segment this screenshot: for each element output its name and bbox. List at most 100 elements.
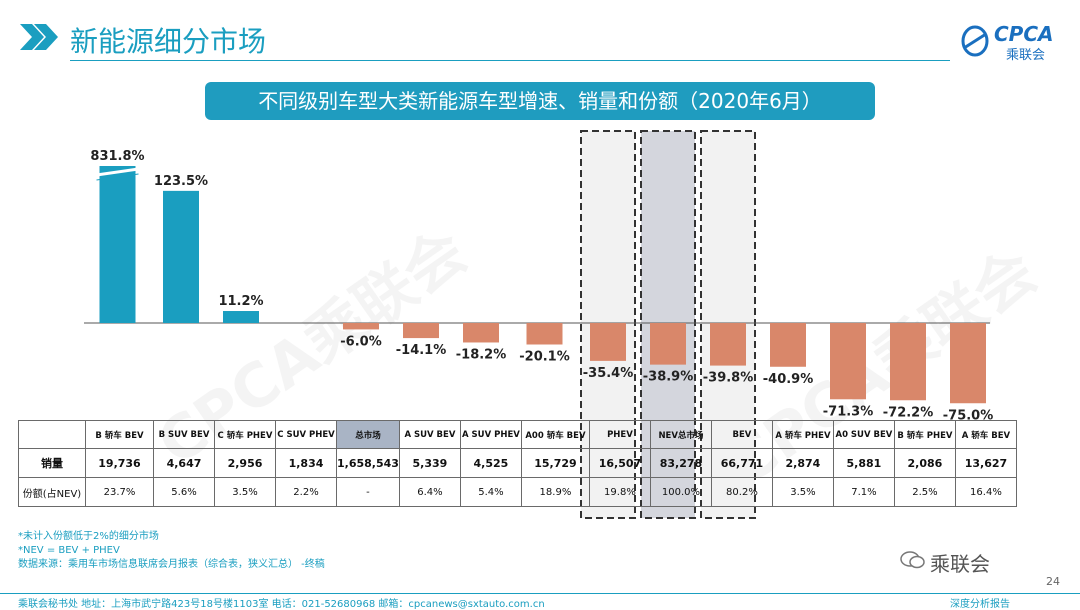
column-header: A0 SUV BEV [832,420,895,449]
data-label: 831.8% [90,149,144,164]
share-cell: - [336,477,400,507]
sales-cell: 19,736 [85,448,154,478]
logo-chinese: 乘联会 [1006,48,1046,63]
bar [590,323,626,361]
column-header: C 轿车 PHEV [214,420,276,449]
table-header-row: B 轿车 BEV B SUV BEV C 轿车 PHEV C SUV PHEV 总市场 A… [18,420,1017,449]
column-header: 总市场 [336,420,400,449]
table-row: 销量 19,736 4,647 2,956 1,834 1,658,543 5,339 4,5… [18,448,1017,478]
footnote: 数据来源：乘用车市场信息联席会月报表（综合表，狭义汇总） -终稿 [18,559,325,570]
data-label: -39.8% [703,371,754,386]
row-label-sales: 销量 [18,448,86,478]
data-label: -35.4% [583,366,634,381]
bar [223,311,259,323]
bar [463,323,499,343]
sales-cell: 83,278 [649,448,712,478]
share-cell: 23.7% [85,477,154,507]
column-header: B 轿车 BEV [85,420,154,449]
column-header: C SUV PHEV [275,420,337,449]
data-label: -38.9% [643,370,694,385]
footnote: *NEV = BEV + PHEV [18,545,120,556]
wechat-label-text: 乘联会 [930,552,990,576]
sales-cell: 1,658,543 [336,448,400,478]
bar [526,323,563,345]
column-header: BEV [710,420,773,449]
footnotes: *未计入份额低于2%的细分市场 *NEV = BEV + PHEV 数据来源：乘… [18,530,325,572]
data-label: -6.0% [340,334,381,349]
data-label: 123.5% [154,174,208,189]
sales-cell: 5,881 [832,448,895,478]
sales-cell: 4,525 [459,448,522,478]
bar [650,323,686,365]
share-cell: 18.9% [520,477,590,507]
data-label: -72.2% [883,405,934,420]
footer-contact: 乘联会秘书处 地址：上海市武宁路423号18号楼1103室 电话：021-526… [18,599,545,610]
column-header: A 轿车 BEV [954,420,1017,449]
column-header: A SUV PHEV [459,420,522,449]
data-label: -40.9% [763,372,814,387]
bar [163,190,199,323]
column-header: B SUV BEV [153,420,215,449]
sales-cell: 2,956 [214,448,276,478]
column-header: A SUV BEV [398,420,461,449]
cpca-logo: CPCA 乘联会 [960,20,1070,63]
wechat-icon [900,551,925,569]
data-label: -71.3% [823,404,874,419]
share-cell: 5.4% [459,477,522,507]
share-cell: 2.5% [893,477,956,507]
column-header: PHEV [588,420,651,449]
data-label: 11.2% [218,294,263,309]
share-cell: 3.5% [771,477,834,507]
share-cell: 5.6% [153,477,215,507]
share-cell: 80.2% [710,477,773,507]
data-label: -14.1% [396,343,447,358]
footnote: *未计入份额低于2%的细分市场 [18,531,159,542]
cpca-logo-icon [961,25,989,57]
bar [950,323,986,404]
sales-cell: 1,834 [275,448,337,478]
bar [403,323,439,339]
bar [890,323,926,401]
axis-break-mark [96,167,139,177]
sales-cell: 66,771 [710,448,773,478]
share-cell: 100.0% [649,477,712,507]
page-title-text: 新能源细分市场 [70,25,267,58]
chevron-arrows-icon [20,24,58,50]
sales-cell: 2,086 [893,448,956,478]
row-label-share: 份额(占NEV) [18,477,86,507]
footer-report-label: 深度分析报告 [950,599,1010,610]
page-title: 新能源细分市场 [20,20,267,60]
bar [830,323,866,400]
sales-cell: 2,874 [771,448,834,478]
data-label: -20.1% [519,350,570,365]
table-row: 份额(占NEV) 23.7% 5.6% 3.5% 2.2% -6.4% 5.4% 18.9% 1… [18,477,1017,507]
header-divider [70,60,950,61]
column-header: A00 轿车 BEV [520,420,590,449]
column-header: NEV总市场 [649,420,712,449]
bar [99,166,136,323]
sales-cell: 5,339 [398,448,461,478]
data-label: -75.0% [943,408,994,423]
sales-cell: 15,729 [520,448,590,478]
axis-break-mark [96,173,139,181]
logo-brand: CPCA [994,22,1054,46]
sales-cell: 16,507 [588,448,651,478]
column-header: B 轿车 PHEV [893,420,956,449]
bar [343,323,379,330]
share-cell: 16.4% [954,477,1017,507]
sales-cell: 4,647 [153,448,215,478]
table-corner-cell [18,420,86,449]
share-cell: 19.8% [588,477,651,507]
data-table: B 轿车 BEV B SUV BEV C 轿车 PHEV C SUV PHEV 总市场 A… [18,420,1017,507]
share-cell: 6.4% [398,477,461,507]
bar [770,323,806,367]
share-cell: 3.5% [214,477,276,507]
data-label: -18.2% [456,347,507,362]
chart-title: 不同级别车型大类新能源车型增速、销量和份额（2020年6月） [205,82,875,120]
share-cell: 2.2% [275,477,337,507]
footer-divider [0,593,1080,594]
wechat-account-label: 乘联会 [900,548,990,577]
page-number: 24 [1046,575,1060,588]
sales-cell: 13,627 [954,448,1017,478]
bar [710,323,746,366]
